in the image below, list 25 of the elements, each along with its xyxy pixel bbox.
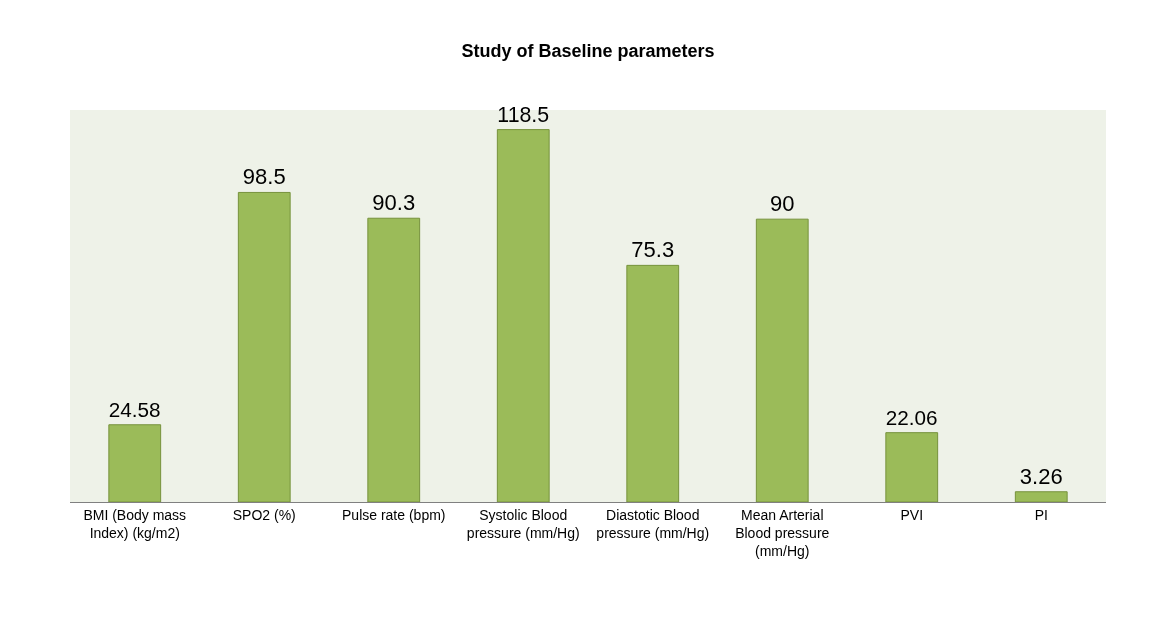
- x-tick-label: Systolic Blood pressure (mm/Hg): [466, 506, 580, 541]
- x-tick-label: BMI (Body mass Index) (kg/m2): [83, 506, 187, 541]
- data-label: 75.3: [631, 237, 675, 263]
- x-tick-label: Mean Arterial Blood pressure (mm/Hg): [735, 506, 830, 560]
- bar: [367, 217, 421, 502]
- bar: [496, 129, 550, 502]
- data-label: 90: [770, 191, 795, 217]
- x-tick-label: Diastotic Blood pressure (mm/Hg): [596, 506, 710, 541]
- data-label: 24.58: [108, 398, 161, 422]
- chart-title: Study of Baseline parameters: [461, 40, 715, 61]
- x-tick-label: PVI: [900, 506, 924, 523]
- data-label: 3.26: [1019, 463, 1063, 489]
- x-tick-label: Pulse rate (bpm): [342, 506, 446, 523]
- data-label: 90.3: [372, 190, 416, 216]
- bar: [626, 264, 680, 502]
- data-label: 22.06: [885, 405, 938, 429]
- bar: [237, 191, 291, 502]
- bar: [1014, 491, 1068, 502]
- x-tick-label: SPO2 (%): [232, 506, 296, 523]
- bar: [885, 432, 939, 502]
- bar: [108, 424, 162, 502]
- bar: [755, 218, 809, 502]
- data-label: 98.5: [242, 164, 286, 190]
- data-label: 118.5: [497, 102, 550, 127]
- x-tick-label: PI: [1034, 506, 1048, 523]
